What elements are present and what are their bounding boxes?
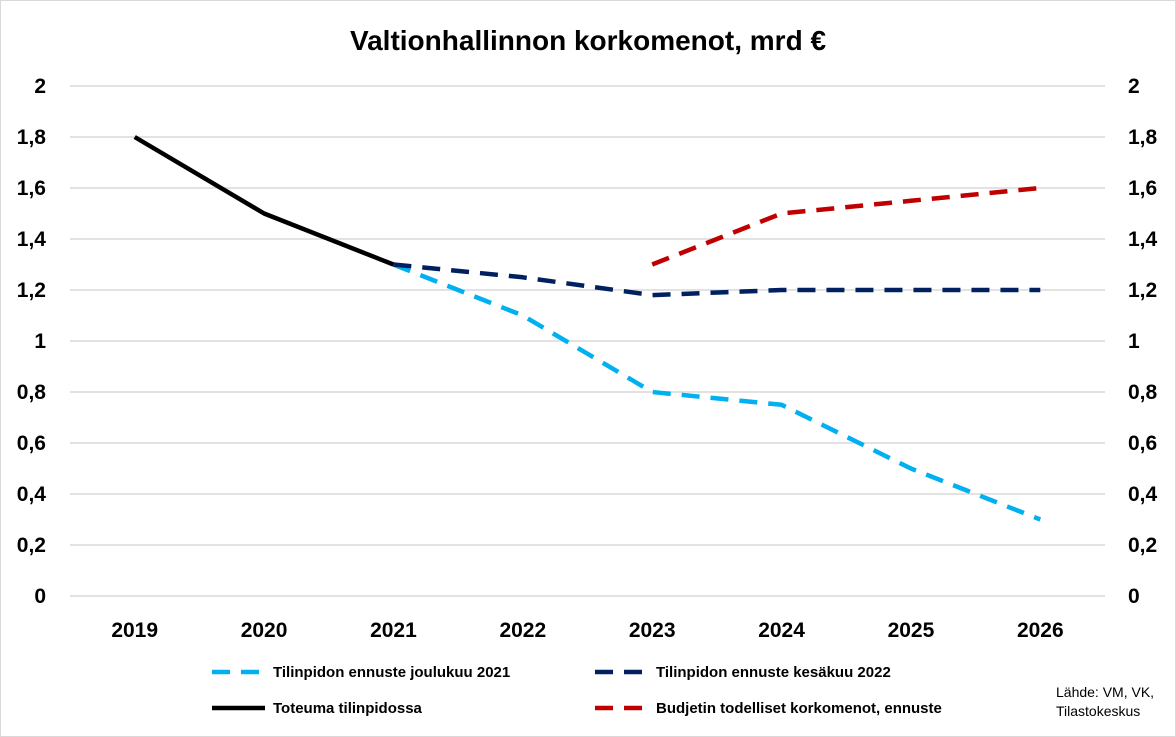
x-tick-label: 2019 bbox=[111, 619, 158, 642]
source-note: Lähde: VM, VK, Tilastokeskus bbox=[1056, 684, 1154, 719]
x-tick-label: 2020 bbox=[241, 619, 288, 642]
y-tick-label-right: 1,6 bbox=[1128, 177, 1157, 200]
y-tick-label-right: 0 bbox=[1128, 585, 1140, 608]
y-tick-label-right: 0,6 bbox=[1128, 432, 1157, 455]
chart-title: Valtionhallinnon korkomenot, mrd € bbox=[350, 25, 826, 56]
x-tick-label: 2023 bbox=[629, 619, 676, 642]
y-tick-label-left: 1,2 bbox=[17, 279, 46, 302]
series-line bbox=[651, 185, 1041, 267]
source-text: Lähde: VM, VK, bbox=[1056, 684, 1154, 700]
y-tick-label-right: 0,8 bbox=[1128, 381, 1158, 404]
gridlines bbox=[70, 85, 1105, 597]
y-tick-label-right: 1 bbox=[1128, 330, 1140, 353]
y-tick-label-left: 0,4 bbox=[17, 483, 47, 506]
series-lines bbox=[133, 135, 1042, 522]
y-tick-label-right: 2 bbox=[1128, 75, 1140, 98]
y-tick-label-left: 1,6 bbox=[17, 177, 46, 200]
x-tick-label: 2026 bbox=[1017, 619, 1064, 642]
legend-label: Tilinpidon ennuste kesäkuu 2022 bbox=[656, 664, 891, 681]
series-line bbox=[393, 262, 1041, 298]
y-tick-label-left: 0,6 bbox=[17, 432, 46, 455]
x-tick-label: 2024 bbox=[758, 619, 805, 642]
y-tick-label-left: 0,8 bbox=[17, 381, 47, 404]
series-line bbox=[133, 135, 395, 267]
y-tick-label-left: 1,8 bbox=[17, 126, 47, 149]
y-tick-label-right: 1,2 bbox=[1128, 279, 1157, 302]
x-axis: 2019 2020 2021 2022 2023 2024 2025 2026 bbox=[111, 619, 1063, 642]
x-tick-label: 2025 bbox=[888, 619, 935, 642]
y-tick-label-right: 1,4 bbox=[1128, 228, 1158, 251]
y-tick-label-right: 0,2 bbox=[1128, 534, 1157, 557]
legend-label: Budjetin todelliset korkomenot, ennuste bbox=[656, 700, 942, 717]
x-tick-label: 2021 bbox=[370, 619, 417, 642]
y-tick-label-left: 0,2 bbox=[17, 534, 46, 557]
y-tick-label-left: 1,4 bbox=[17, 228, 47, 251]
y-tick-label-left: 2 bbox=[34, 75, 46, 98]
y-axis-left: 0 0,2 0,4 0,6 0,8 1 1,2 1,4 1,6 1,8 2 bbox=[17, 75, 47, 608]
y-axis-right: 0 0,2 0,4 0,6 0,8 1 1,2 1,4 1,6 1,8 2 bbox=[1128, 75, 1158, 608]
legend: Tilinpidon ennuste joulukuu 2021 Tilinpid… bbox=[212, 664, 942, 717]
y-tick-label-left: 1 bbox=[34, 330, 46, 353]
x-tick-label: 2022 bbox=[499, 619, 546, 642]
source-text: Tilastokeskus bbox=[1056, 703, 1140, 719]
y-tick-label-left: 0 bbox=[34, 585, 46, 608]
y-tick-label-right: 0,4 bbox=[1128, 483, 1158, 506]
y-tick-label-right: 1,8 bbox=[1128, 126, 1158, 149]
legend-label: Toteuma tilinpidossa bbox=[273, 700, 423, 717]
series-line bbox=[392, 262, 1042, 522]
legend-label: Tilinpidon ennuste joulukuu 2021 bbox=[273, 664, 510, 681]
